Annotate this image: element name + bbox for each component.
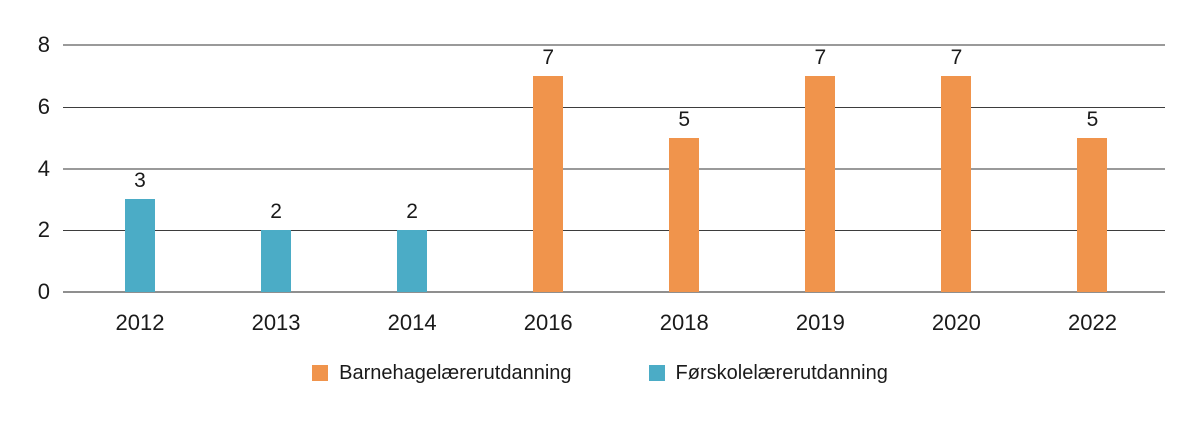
bar-2020 [941,75,972,292]
gridline-y-6 [63,106,1165,108]
bar-2018 [669,137,700,292]
y-axis-tick-label-4: 4 [37,155,50,181]
bar-value-label-2012: 3 [134,169,146,193]
bar-value-label-2018: 5 [678,107,691,131]
bar-2019 [805,75,836,292]
bar-value-label-2022: 5 [1086,107,1099,131]
bar-value-label-2020: 7 [950,45,963,69]
x-axis-tick-label-2016: 2016 [523,310,573,335]
x-axis-tick-label-2022: 2022 [1068,310,1117,335]
bar-2012 [125,199,155,292]
legend-item-barnehagelaererutdanning: Barnehagelærerutdanning [312,362,572,384]
bar-value-label-2016: 7 [542,45,555,69]
x-axis-tick-label-2012: 2012 [115,310,165,335]
legend-swatch-orange-icon [312,365,329,381]
x-axis-tick-label-2014: 2014 [387,310,437,335]
x-axis-baseline [63,291,1165,293]
gridline-y-4 [63,167,1165,170]
chart-legend: Barnehagelærerutdanning Førskolelærerutd… [0,363,1200,383]
x-axis-tick-label-2018: 2018 [659,310,709,335]
legend-label-foerskolelaererutdanning: Førskolelærerutdanning [675,362,888,384]
y-axis-tick-label-0: 0 [37,279,50,304]
y-axis-tick-label-6: 6 [37,93,50,119]
bar-2013 [261,230,292,292]
gridline-y-8 [63,44,1165,46]
bar-value-label-2013: 2 [270,200,282,224]
bar-2014 [397,230,428,292]
x-axis-tick-label-2013: 2013 [251,310,301,335]
y-axis-tick-label-2: 2 [37,217,50,243]
legend-label-barnehagelaererutdanning: Barnehagelærerutdanning [339,362,572,384]
bar-2016 [533,75,564,292]
gridline-y-2 [63,230,1165,232]
bar-value-label-2019: 7 [814,45,827,69]
legend-item-foerskolelaererutdanning: Førskolelærerutdanning [648,362,888,384]
x-axis-tick-label-2019: 2019 [795,310,845,335]
y-axis-tick-label-8: 8 [37,32,50,57]
legend-swatch-teal-icon [648,365,665,381]
bar-2022 [1077,137,1108,292]
bar-value-label-2014: 2 [406,200,418,224]
x-axis-tick-label-2020: 2020 [931,310,981,335]
